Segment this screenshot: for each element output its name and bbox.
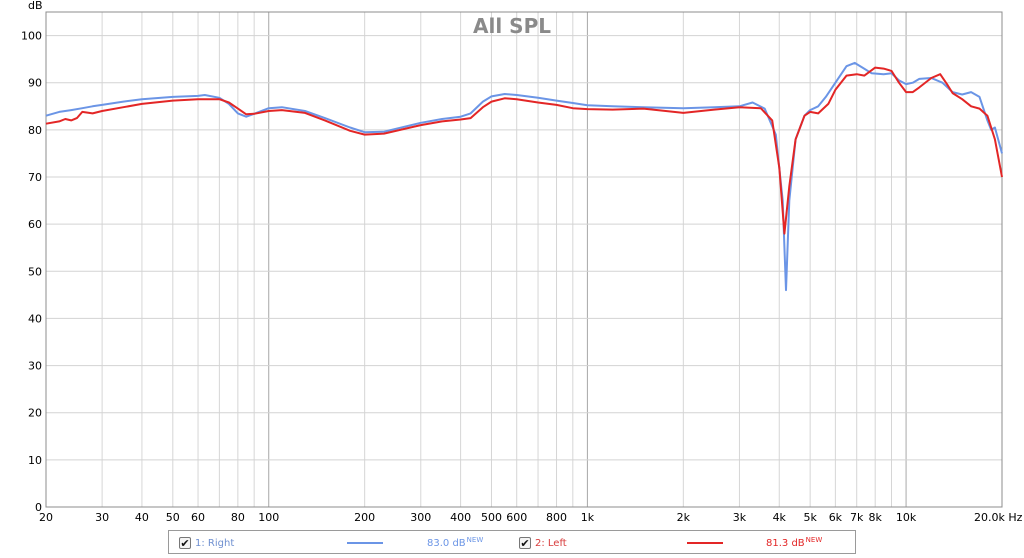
x-tick-label: 1k — [581, 511, 595, 524]
legend-value-right: 83.0 dBNEW — [427, 536, 484, 549]
legend-item-right[interactable]: ✔ 1: Right — [179, 534, 234, 552]
y-tick-label: 100 — [21, 30, 42, 43]
y-tick-label: 30 — [28, 360, 42, 373]
x-tick-label: 300 — [410, 511, 431, 524]
series-line-left — [45, 66, 1003, 235]
x-tick-label: 7k — [850, 511, 864, 524]
x-tick-label: 2k — [677, 511, 691, 524]
y-tick-label: 80 — [28, 124, 42, 137]
legend-item-left[interactable]: ✔ 2: Left — [519, 534, 567, 552]
x-tick-label: 10k — [896, 511, 917, 524]
x-tick-label: 200 — [354, 511, 375, 524]
y-tick-label: 50 — [28, 265, 42, 278]
x-tick-label: 40 — [135, 511, 149, 524]
legend-value-left: 81.3 dBNEW — [766, 536, 823, 549]
legend-label-right: 1: Right — [195, 537, 235, 549]
y-tick-label: 40 — [28, 312, 42, 325]
x-tick-label: 600 — [506, 511, 527, 524]
x-tick-label: 6k — [829, 511, 843, 524]
legend-swatch-left — [687, 542, 723, 544]
plot-frame — [45, 11, 1003, 508]
y-tick-label: 20 — [28, 407, 42, 420]
right-checkbox[interactable]: ✔ — [179, 536, 191, 550]
spl-chart: 0 10 20 30 40 50 60 70 80 90 100 dB 20 30 40 50 60 80 100 2… — [21, 0, 1023, 524]
x-tick-label: 4k — [773, 511, 787, 524]
x-tick-label: 60 — [191, 511, 205, 524]
x-tick-label: 20.0k Hz — [974, 511, 1023, 524]
chart-title: All SPL — [473, 14, 551, 38]
x-tick-label: 30 — [95, 511, 109, 524]
x-tick-label: 8k — [869, 511, 883, 524]
x-tick-label: 500 — [481, 511, 502, 524]
y-tick-label: 90 — [28, 77, 42, 90]
x-tick-label: 50 — [166, 511, 180, 524]
x-tick-label: 20 — [39, 511, 53, 524]
y-tick-label: 0 — [35, 501, 42, 514]
y-axis-label: dB — [28, 0, 43, 12]
x-tick-label: 5k — [803, 511, 817, 524]
x-tick-label: 100 — [258, 511, 279, 524]
left-checkbox[interactable]: ✔ — [519, 536, 531, 550]
x-tick-label: 80 — [231, 511, 245, 524]
legend: ✔ 1: Right 83.0 dBNEW ✔ 2: Left 81.3 dBN… — [168, 530, 856, 554]
x-tick-label: 3k — [733, 511, 747, 524]
y-tick-label: 60 — [28, 218, 42, 231]
plot-area — [46, 12, 1002, 507]
y-tick-label: 70 — [28, 171, 42, 184]
legend-label-left: 2: Left — [535, 537, 567, 549]
x-tick-label: 400 — [450, 511, 471, 524]
x-tick-label: 800 — [546, 511, 567, 524]
legend-swatch-right — [347, 542, 383, 544]
y-tick-label: 10 — [28, 454, 42, 467]
